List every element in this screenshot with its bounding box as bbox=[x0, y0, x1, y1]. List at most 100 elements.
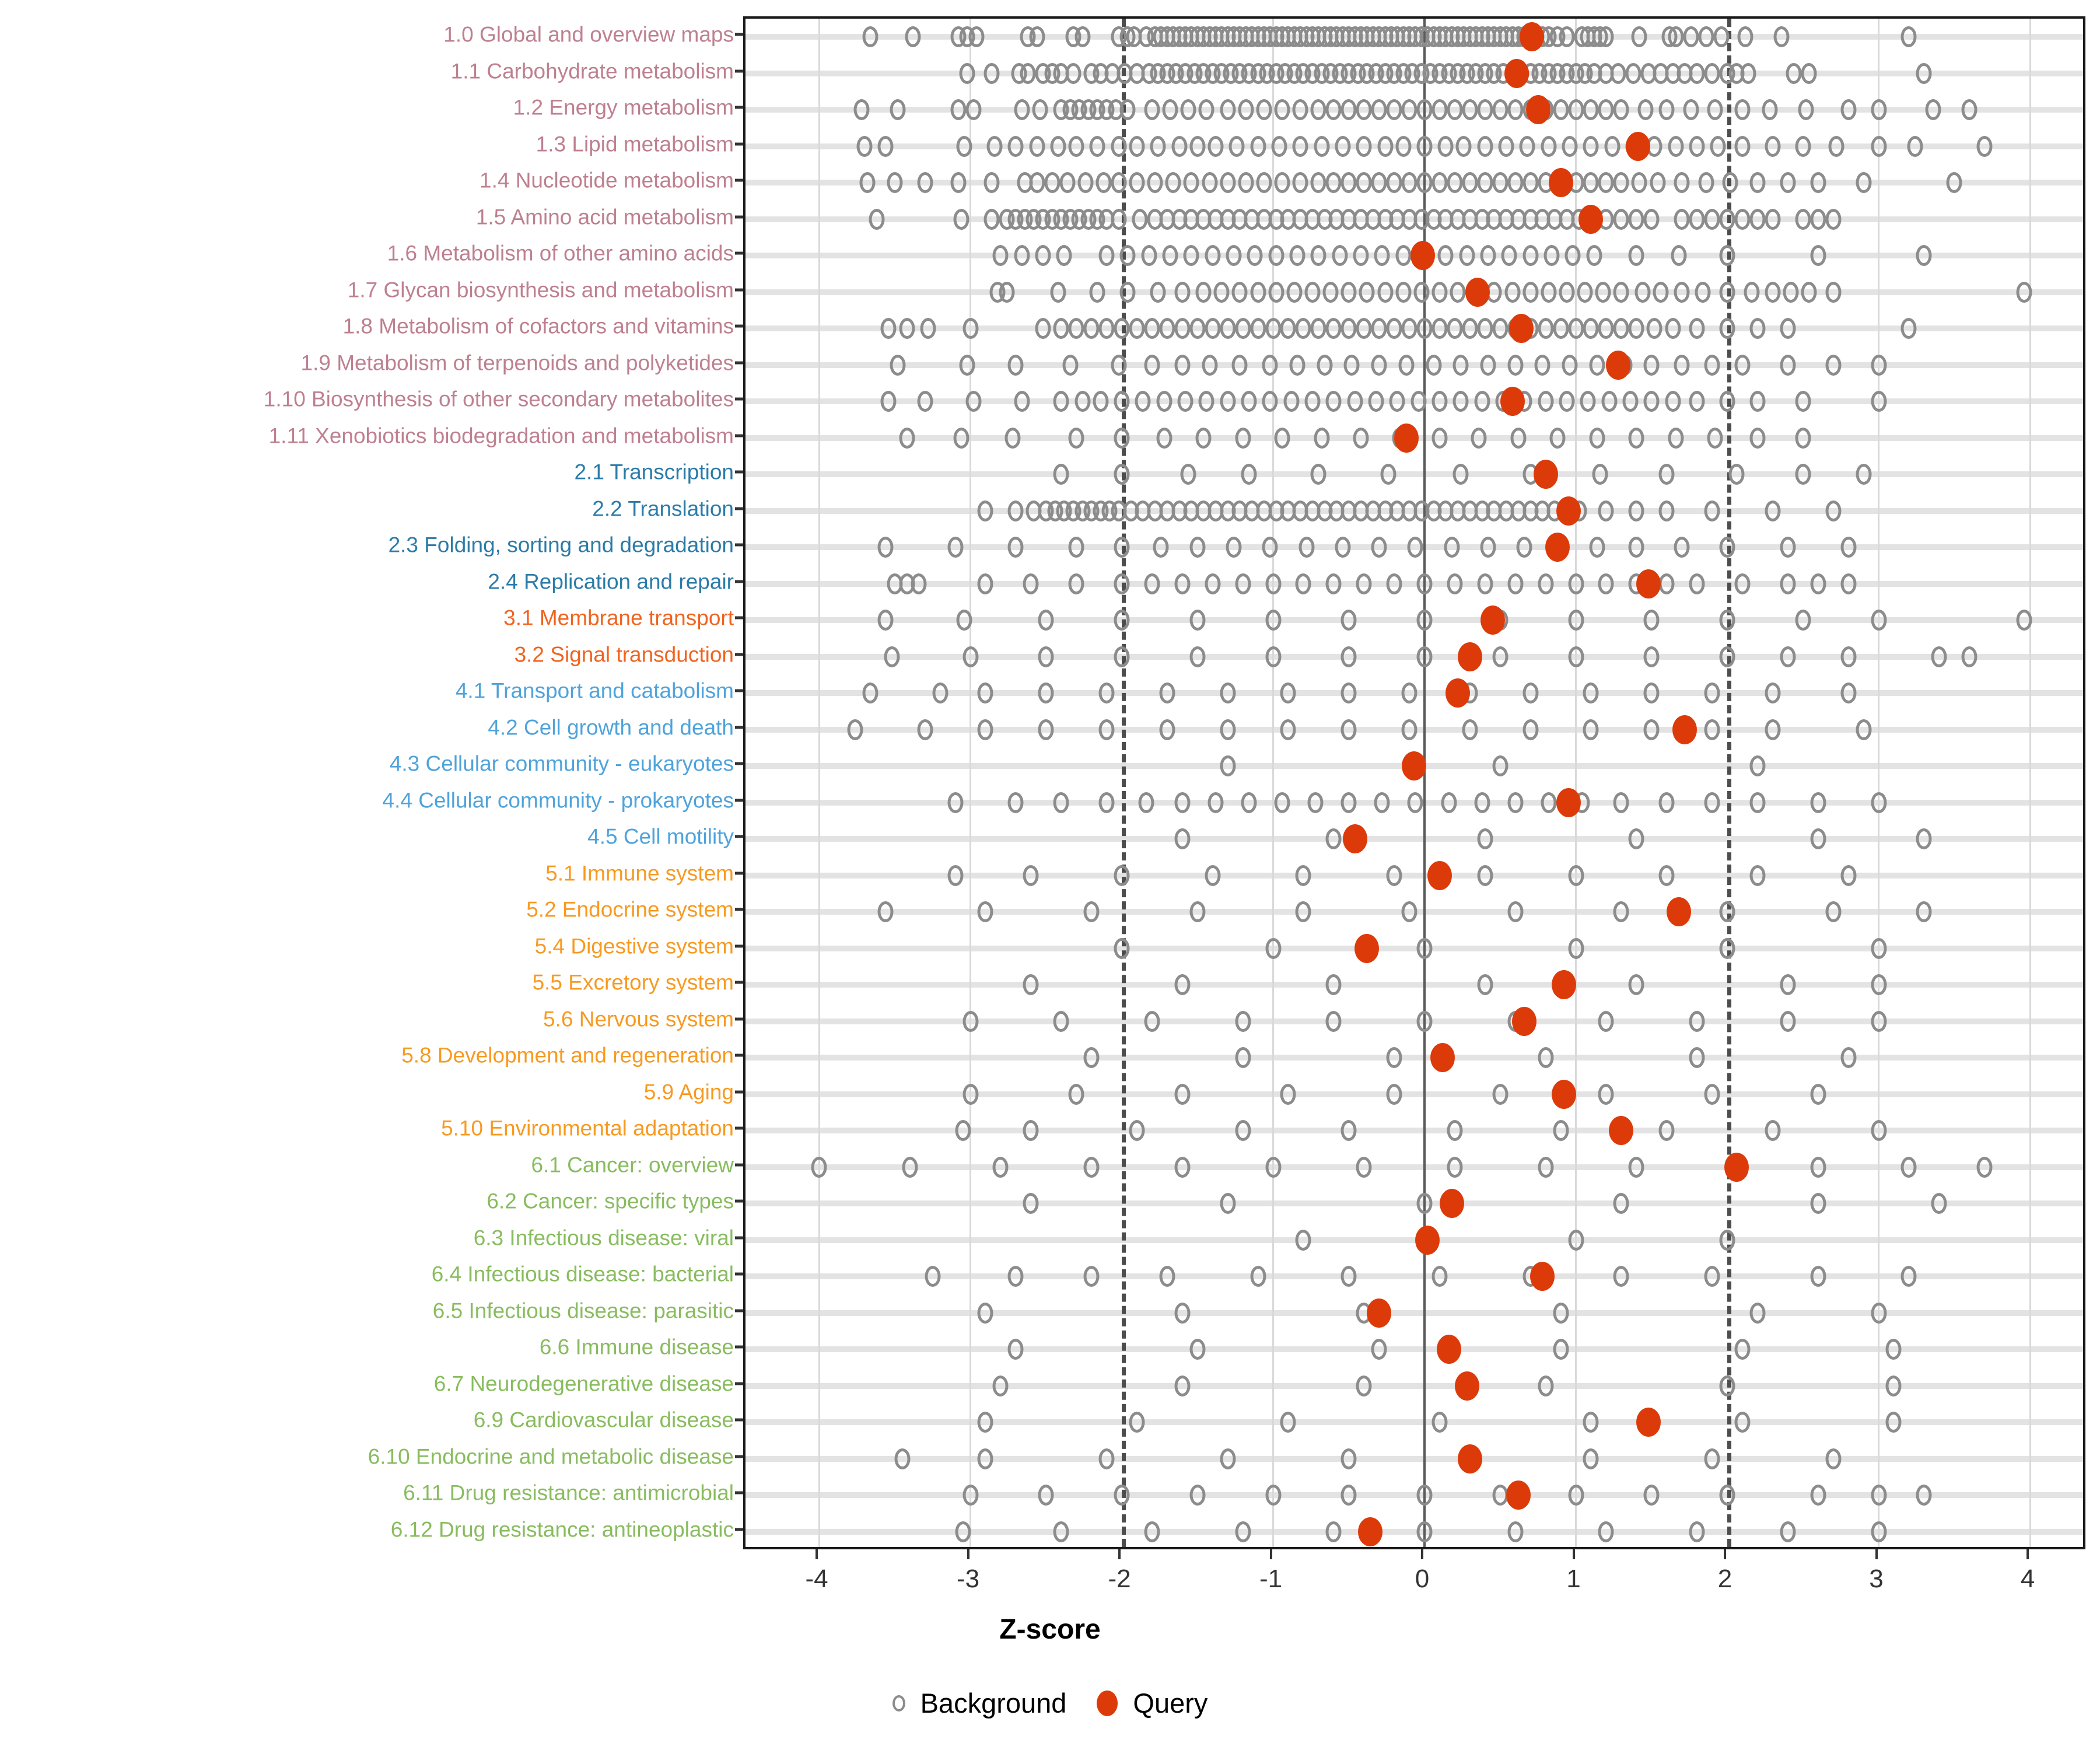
background-point bbox=[1132, 208, 1148, 230]
y-axis-label: 6.7 Neurodegenerative disease bbox=[433, 1371, 734, 1396]
legend-item[interactable]: Background bbox=[892, 1685, 1066, 1719]
background-point bbox=[1710, 135, 1726, 157]
y-tick-mark bbox=[735, 288, 743, 292]
background-point bbox=[1504, 281, 1520, 303]
y-tick-mark bbox=[735, 799, 743, 802]
background-point bbox=[1395, 281, 1412, 303]
background-point bbox=[1174, 354, 1191, 376]
background-point bbox=[1719, 281, 1735, 303]
background-point bbox=[1401, 901, 1418, 923]
background-point bbox=[1386, 864, 1402, 886]
background-point bbox=[1704, 354, 1720, 376]
background-point bbox=[1477, 135, 1493, 157]
background-point bbox=[1310, 464, 1326, 485]
background-point bbox=[1432, 99, 1448, 121]
background-point bbox=[1871, 1302, 1887, 1324]
y-tick-mark bbox=[735, 324, 743, 328]
background-point bbox=[963, 1010, 978, 1032]
background-point bbox=[1871, 99, 1887, 121]
background-point bbox=[1840, 864, 1857, 886]
background-point bbox=[1262, 391, 1278, 412]
background-point bbox=[1825, 901, 1842, 923]
background-point bbox=[1144, 354, 1160, 376]
y-axis-label: 4.1 Transport and catabolism bbox=[455, 678, 734, 703]
background-point bbox=[1734, 1339, 1751, 1360]
background-point bbox=[1810, 1485, 1826, 1506]
background-point bbox=[1674, 354, 1690, 376]
background-point bbox=[1507, 1521, 1524, 1542]
background-point bbox=[1810, 792, 1826, 813]
background-point bbox=[1704, 1266, 1720, 1287]
background-point bbox=[1658, 500, 1675, 522]
background-point bbox=[1183, 245, 1199, 267]
background-point bbox=[1810, 573, 1826, 594]
background-point bbox=[1416, 1193, 1433, 1214]
y-tick-mark bbox=[735, 470, 743, 474]
background-point bbox=[1056, 245, 1072, 267]
background-point bbox=[1111, 172, 1127, 194]
background-point bbox=[1068, 135, 1084, 157]
y-axis-label: 2.4 Replication and repair bbox=[488, 569, 734, 594]
background-point bbox=[1335, 135, 1351, 157]
background-point bbox=[1180, 464, 1196, 485]
y-axis-label: 6.12 Drug resistance: antineoplastic bbox=[390, 1517, 734, 1542]
legend-item[interactable]: Query bbox=[1097, 1685, 1208, 1719]
background-point bbox=[1398, 354, 1415, 376]
background-point bbox=[890, 99, 906, 121]
background-point bbox=[1114, 573, 1130, 594]
x-tick-mark bbox=[816, 1549, 818, 1559]
background-point bbox=[1734, 135, 1751, 157]
background-point bbox=[1795, 391, 1811, 412]
background-point bbox=[1220, 99, 1236, 121]
background-point bbox=[977, 1412, 993, 1433]
background-point bbox=[1604, 135, 1620, 157]
background-point bbox=[1541, 135, 1557, 157]
background-point bbox=[1280, 318, 1296, 340]
background-point bbox=[1416, 172, 1433, 194]
background-point bbox=[1265, 1485, 1281, 1506]
y-tick-mark bbox=[735, 33, 743, 36]
background-point bbox=[1583, 172, 1599, 194]
background-point bbox=[963, 1083, 978, 1105]
row-gridline bbox=[746, 362, 2083, 368]
x-axis-title: Z-score bbox=[999, 1614, 1101, 1645]
background-point bbox=[1295, 573, 1311, 594]
background-point bbox=[1213, 281, 1230, 303]
background-point bbox=[1447, 1156, 1463, 1178]
background-point bbox=[1268, 281, 1284, 303]
background-point bbox=[1322, 281, 1339, 303]
background-point bbox=[999, 281, 1015, 303]
row-gridline bbox=[746, 1055, 2083, 1061]
background-point bbox=[1719, 391, 1735, 412]
y-axis-label: 5.10 Environmental adaptation bbox=[441, 1116, 734, 1140]
background-point bbox=[1613, 208, 1629, 230]
background-point bbox=[1931, 646, 1947, 667]
y-axis-label: 5.6 Nervous system bbox=[543, 1007, 734, 1031]
background-point bbox=[1762, 99, 1778, 121]
background-point bbox=[1683, 26, 1699, 47]
background-point bbox=[1810, 172, 1826, 194]
background-point bbox=[1325, 318, 1342, 340]
background-point bbox=[1147, 172, 1163, 194]
background-point bbox=[1283, 391, 1300, 412]
background-point bbox=[1371, 99, 1387, 121]
background-point bbox=[1961, 99, 1978, 121]
background-point bbox=[1153, 537, 1169, 558]
background-point bbox=[1628, 245, 1644, 267]
background-point bbox=[1671, 245, 1687, 267]
background-point bbox=[1325, 974, 1342, 996]
background-point bbox=[1335, 537, 1351, 558]
background-point bbox=[1665, 318, 1681, 340]
background-point bbox=[1871, 1010, 1887, 1032]
x-tick-mark bbox=[1421, 1549, 1423, 1559]
background-point bbox=[1247, 245, 1263, 267]
background-point bbox=[1719, 646, 1735, 667]
background-point bbox=[1568, 864, 1584, 886]
background-point bbox=[1510, 427, 1527, 449]
background-point bbox=[1613, 1266, 1629, 1287]
background-point bbox=[1356, 1156, 1372, 1178]
background-point bbox=[1371, 1339, 1387, 1360]
background-point bbox=[953, 427, 970, 449]
background-point bbox=[1538, 1047, 1554, 1069]
y-axis-label: 1.0 Global and overview maps bbox=[443, 22, 734, 47]
